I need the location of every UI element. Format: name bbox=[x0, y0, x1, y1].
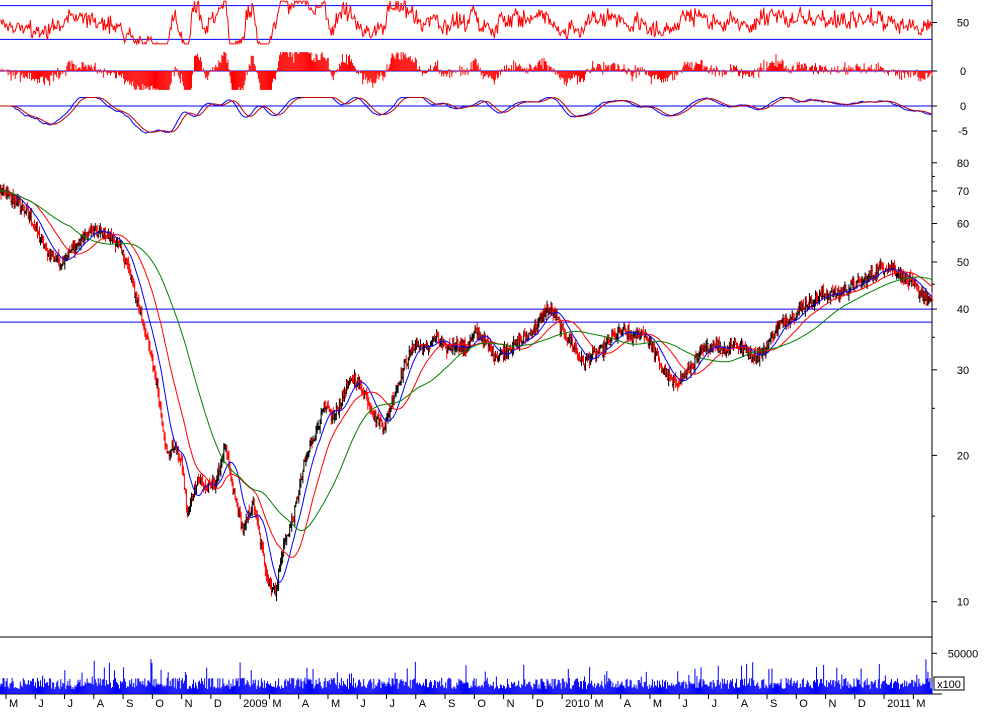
volume-panel bbox=[0, 659, 933, 694]
x-tick-label: M bbox=[331, 698, 340, 710]
x-tick-label: S bbox=[126, 698, 133, 710]
x-tick-label: D bbox=[858, 698, 866, 710]
macd-tick-minus5-label: -5 bbox=[958, 126, 968, 138]
x-tick-label: A bbox=[741, 698, 749, 710]
x-tick-label: N bbox=[185, 698, 193, 710]
x-tick-label: J bbox=[682, 698, 688, 710]
x-tick-label: S bbox=[770, 698, 777, 710]
x-tick-label: J bbox=[711, 698, 717, 710]
macd-tick-0-label: 0 bbox=[960, 101, 966, 113]
x-tick-label: O bbox=[799, 698, 808, 710]
x-tick-label: A bbox=[302, 698, 310, 710]
price-tick-60-label: 60 bbox=[957, 219, 969, 231]
x-tick-label: D bbox=[536, 698, 544, 710]
moving-average-short bbox=[0, 189, 933, 583]
price-tick-80-label: 80 bbox=[957, 158, 969, 170]
price-tick-30-label: 30 bbox=[957, 365, 969, 377]
histogram-tick-label: 0 bbox=[960, 66, 966, 78]
volume-unit-box bbox=[933, 676, 965, 691]
volume-unit-label: x100 bbox=[937, 679, 961, 691]
histogram-panel bbox=[0, 52, 933, 90]
price-tick-40-label: 40 bbox=[957, 304, 969, 316]
x-tick-label: M bbox=[653, 698, 662, 710]
panel-frames bbox=[0, 0, 942, 695]
macd-signal-line bbox=[0, 97, 933, 133]
macd-line bbox=[0, 97, 933, 134]
x-tick-label: O bbox=[155, 698, 164, 710]
x-tick-label: M bbox=[594, 698, 603, 710]
x-tick-label: M bbox=[272, 698, 281, 710]
x-tick-label: S bbox=[448, 698, 455, 710]
x-tick-label: 2010 bbox=[565, 698, 589, 710]
x-tick-label: O bbox=[477, 698, 486, 710]
x-tick-label: D bbox=[214, 698, 222, 710]
x-tick-label: M bbox=[916, 698, 925, 710]
oscillator-panel bbox=[0, 0, 933, 46]
x-tick-label: A bbox=[624, 698, 632, 710]
moving-average-long bbox=[0, 189, 933, 531]
x-tick-label: N bbox=[507, 698, 515, 710]
x-tick-label: N bbox=[829, 698, 837, 710]
macd-panel bbox=[0, 97, 933, 134]
price-panel bbox=[0, 183, 934, 602]
price-tick-70-label: 70 bbox=[957, 186, 969, 198]
x-tick-label: J bbox=[390, 698, 396, 710]
x-tick-label: A bbox=[419, 698, 427, 710]
x-tick-label: J bbox=[360, 698, 366, 710]
moving-average-mid bbox=[0, 189, 933, 558]
x-tick-label: A bbox=[97, 698, 105, 710]
price-tick-10-label: 10 bbox=[957, 597, 969, 609]
oscillator-line bbox=[0, 0, 933, 46]
x-tick-label: J bbox=[68, 698, 74, 710]
x-tick-label: M bbox=[9, 698, 18, 710]
x-tick-label: 2011 bbox=[887, 698, 911, 710]
volume-tick-label: 50000 bbox=[948, 648, 979, 660]
x-tick-label: 2009 bbox=[243, 698, 267, 710]
x-tick-label: J bbox=[38, 698, 44, 710]
price-tick-50-label: 50 bbox=[957, 257, 969, 269]
oscillator-tick-label: 50 bbox=[957, 18, 969, 30]
price-tick-20-label: 20 bbox=[957, 450, 969, 462]
